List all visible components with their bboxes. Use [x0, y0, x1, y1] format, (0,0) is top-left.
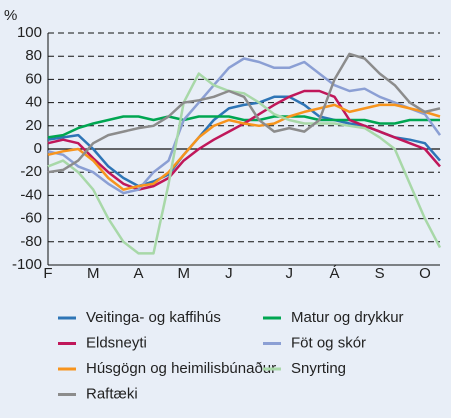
y-tick-label: 0: [34, 140, 42, 157]
y-tick-label: -60: [20, 210, 42, 227]
y-tick-label: 80: [25, 47, 42, 64]
y-tick-label: 40: [25, 94, 42, 111]
x-tick-label: M: [177, 265, 190, 282]
legend-label: Raftæki: [86, 385, 138, 402]
series-line: [47, 52, 441, 174]
legend-label: Húsgögn og heimilisbúnaður: [86, 360, 276, 377]
series-line: [47, 57, 442, 195]
x-tick-label: J: [285, 265, 293, 282]
legend-label: Snyrting: [291, 360, 346, 377]
legend-label: Matur og drykkur: [291, 309, 404, 326]
series-line: [47, 72, 442, 255]
y-tick-label: -100: [12, 256, 42, 273]
y-tick-label: 60: [25, 70, 42, 87]
y-tick-label: -20: [20, 163, 42, 180]
x-tick-label: J: [225, 265, 233, 282]
series-line: [47, 115, 440, 139]
legend-label: Föt og skór: [291, 334, 366, 351]
legend-label: Eldsneyti: [86, 334, 147, 351]
y-tick-label: 20: [25, 117, 42, 134]
legend-label: Veitinga- og kaffihús: [86, 309, 221, 326]
y-tick-label: -80: [20, 233, 42, 250]
x-tick-label: Á: [329, 265, 339, 282]
x-tick-label: M: [87, 265, 100, 282]
series-line: [47, 103, 441, 191]
x-tick-label: F: [43, 265, 52, 282]
x-tick-label: O: [419, 265, 431, 282]
y-tick-label: 100: [17, 24, 42, 41]
x-tick-label: S: [375, 265, 385, 282]
y-tick-label: -40: [20, 186, 42, 203]
x-tick-label: A: [133, 265, 143, 282]
y-unit: %: [4, 7, 17, 24]
